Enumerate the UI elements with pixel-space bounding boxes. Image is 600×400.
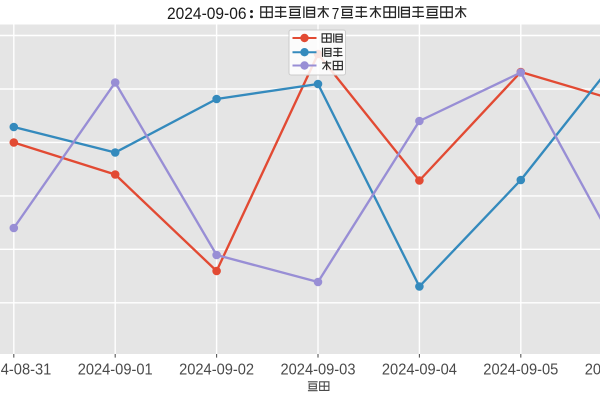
svg-text:2024-09-06: 2024-09-06 xyxy=(167,5,247,23)
svg-text:2024-09-03: 2024-09-03 xyxy=(281,362,356,379)
svg-text:2024-09-05: 2024-09-05 xyxy=(483,362,558,379)
svg-text:2024-08-31: 2024-08-31 xyxy=(0,362,51,379)
svg-text:2024-09-01: 2024-09-01 xyxy=(78,362,153,379)
svg-text:2024-09-04: 2024-09-04 xyxy=(382,362,457,379)
svg-text:7: 7 xyxy=(332,6,340,23)
svg-text:2024-09-02: 2024-09-02 xyxy=(179,362,254,379)
svg-text:2024-09-06: 2024-09-06 xyxy=(585,362,600,379)
